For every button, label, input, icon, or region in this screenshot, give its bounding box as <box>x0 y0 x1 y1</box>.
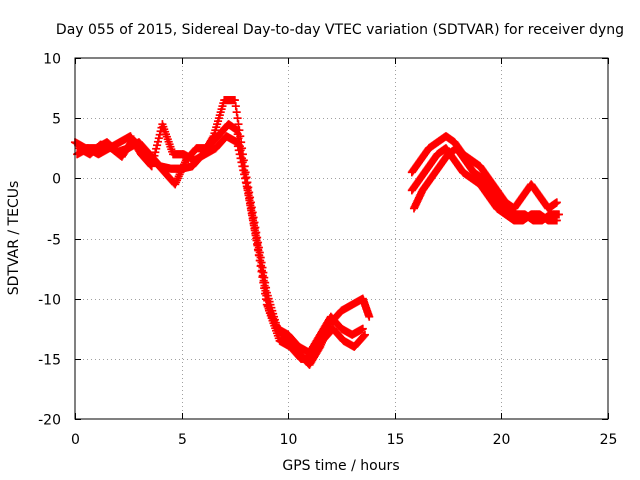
chart-title: Day 055 of 2015, Sidereal Day-to-day VTE… <box>56 22 624 38</box>
data-point <box>263 296 272 305</box>
data-point <box>153 141 162 150</box>
data-point <box>256 261 266 270</box>
data-point <box>249 221 258 230</box>
data-point <box>148 158 157 167</box>
data-point <box>552 198 561 207</box>
series-6 <box>409 144 564 225</box>
y-tick-label: -20 <box>38 413 61 429</box>
data-point <box>231 102 240 111</box>
tick-layer: 0 5 10 15 20 25 10 5 0 -5 -10 -15 -20 <box>38 52 617 449</box>
data-point <box>154 134 163 143</box>
data-point <box>245 196 254 205</box>
data-point <box>358 324 367 333</box>
data-point <box>250 226 259 235</box>
data-layer <box>70 96 564 369</box>
y-tick-label: -10 <box>38 293 61 309</box>
data-point <box>262 291 271 300</box>
series-3 <box>73 120 370 363</box>
data-point <box>253 241 262 250</box>
data-point <box>152 144 161 153</box>
data-point <box>217 105 226 114</box>
data-point <box>248 216 258 225</box>
data-point <box>365 312 374 321</box>
data-point <box>232 108 241 117</box>
x-tick-label: 20 <box>493 432 511 448</box>
data-point <box>251 231 260 240</box>
data-point <box>211 126 220 135</box>
data-point <box>218 102 227 111</box>
data-point <box>215 111 224 120</box>
data-point <box>213 117 223 126</box>
grid-layer <box>75 58 608 419</box>
data-point <box>216 108 225 117</box>
data-point <box>264 301 273 310</box>
data-point <box>234 146 243 155</box>
data-point <box>151 148 160 157</box>
data-point <box>259 276 268 285</box>
data-point <box>241 178 250 187</box>
y-tick-label: -15 <box>38 353 61 369</box>
x-axis-label: GPS time / hours <box>282 458 399 474</box>
x-tick-label: 15 <box>387 432 405 448</box>
data-point <box>150 151 159 160</box>
data-point <box>155 130 164 139</box>
data-point <box>252 236 261 245</box>
data-point <box>233 142 242 151</box>
data-point <box>360 330 370 339</box>
data-point <box>242 182 251 191</box>
data-point <box>261 286 270 295</box>
data-point <box>258 271 267 280</box>
data-point <box>230 96 239 105</box>
data-point <box>234 120 243 129</box>
data-point <box>233 114 242 123</box>
y-tick-label: 5 <box>52 112 61 128</box>
x-tick-label: 5 <box>178 432 187 448</box>
y-tick-label: -5 <box>47 233 61 249</box>
data-point <box>214 114 223 123</box>
data-point <box>260 281 269 290</box>
data-point <box>244 191 253 200</box>
data-point <box>554 210 564 219</box>
data-point <box>236 154 245 163</box>
data-point <box>213 120 222 129</box>
data-point <box>257 266 266 275</box>
data-point <box>235 150 244 159</box>
data-point <box>153 137 163 146</box>
data-point <box>238 162 247 171</box>
y-axis-label: SDTVAR / TECUs <box>6 181 22 296</box>
data-point <box>149 155 158 164</box>
data-point <box>246 201 255 210</box>
x-tick-label: 10 <box>280 432 298 448</box>
plot-frame <box>74 57 609 420</box>
data-point <box>237 158 246 167</box>
data-point <box>240 174 250 183</box>
data-point <box>248 211 257 220</box>
data-point <box>360 331 369 340</box>
y-tick-label: 10 <box>43 52 61 68</box>
data-point <box>247 206 256 215</box>
x-tick-label: 0 <box>71 432 80 448</box>
data-point <box>212 123 221 132</box>
data-point <box>256 256 265 265</box>
y-tick-label: 0 <box>52 172 61 188</box>
data-point <box>243 186 252 195</box>
axes-layer <box>74 57 609 420</box>
data-point <box>240 170 249 179</box>
data-point <box>147 162 156 171</box>
x-tick-label: 25 <box>600 432 618 448</box>
data-point <box>255 251 264 260</box>
data-point <box>239 166 248 175</box>
data-point <box>232 138 242 147</box>
data-point <box>254 246 263 255</box>
